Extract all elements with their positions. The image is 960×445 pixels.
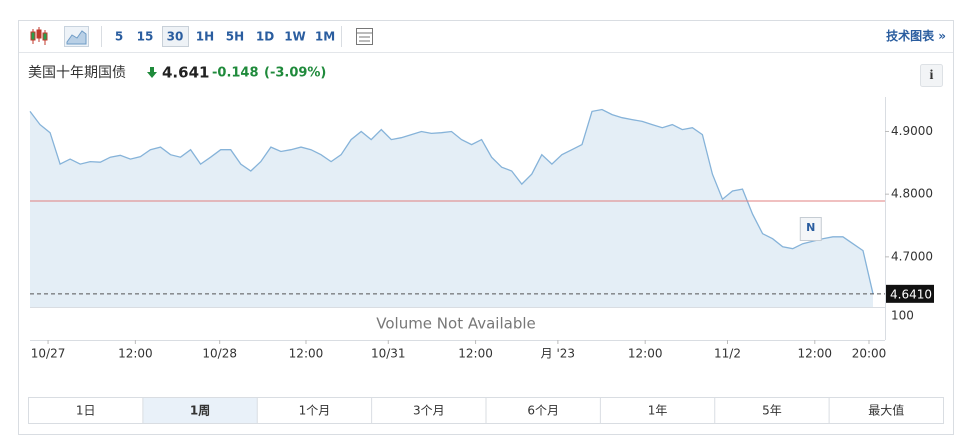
x-tick-label: 10/28 [202,347,237,361]
volume-axis-label: 100 [891,309,914,323]
interval-button[interactable]: 5 [115,30,123,44]
candle-icon [30,27,48,45]
area-icon[interactable] [64,26,89,47]
tech-chart-link[interactable]: 技术图表 » [886,28,946,43]
interval-button[interactable]: 30 [167,30,184,44]
interval-button[interactable]: 15 [137,30,154,44]
x-tick-label: 12:00 [118,347,153,361]
x-tick-label: 月 '23 [541,347,575,361]
x-tick-label: 20:00 [852,347,887,361]
change-pct: (-3.09%) [264,66,326,81]
interval-active [162,26,189,47]
table-icon[interactable] [356,28,373,45]
x-tick-label: 12:00 [458,347,493,361]
y-tick-label: 4.8000 [891,187,933,201]
range-button[interactable]: 1日 [76,404,96,418]
x-tick-label: 10/27 [31,347,66,361]
range-button[interactable]: 1周 [190,404,210,418]
range-button[interactable]: 3个月 [413,404,445,418]
news-marker[interactable] [799,217,822,241]
price-line [29,108,874,294]
last-price-label: 4.6410 [890,287,932,301]
range-button[interactable]: 1个月 [299,404,331,418]
info-button[interactable] [920,64,943,87]
x-tick-label: 10/31 [371,347,406,361]
x-tick-label: 12:00 [628,347,663,361]
down-arrow [147,67,157,78]
interval-button[interactable]: 1M [315,30,335,44]
range-button[interactable]: 1年 [648,404,668,418]
interval-button[interactable]: 5H [226,30,244,44]
range-button[interactable]: 5年 [762,404,782,418]
range-button[interactable]: 6个月 [527,404,559,418]
instrument-name: 美国十年期国债 [28,65,126,81]
interval-button[interactable]: 1D [256,30,274,44]
x-tick-label: 12:00 [797,347,832,361]
change: -0.148 [212,66,259,81]
interval-button[interactable]: 1H [196,30,214,44]
y-tick-label: 4.9000 [891,124,933,138]
range-active [142,398,258,423]
range-button[interactable]: 最大值 [868,403,904,418]
area-fill [30,109,873,307]
last-price-box [886,284,934,303]
volume-note: Volume Not Available [376,315,536,333]
x-tick-label: 11/2 [714,347,741,361]
info-label[interactable]: i [930,68,934,83]
interval-button[interactable]: 1W [284,30,306,44]
x-tick-label: 12:00 [289,347,324,361]
y-tick-label: 4.7000 [891,249,933,263]
price: 4.641 [162,64,209,82]
news-marker-label[interactable]: N [806,221,815,234]
